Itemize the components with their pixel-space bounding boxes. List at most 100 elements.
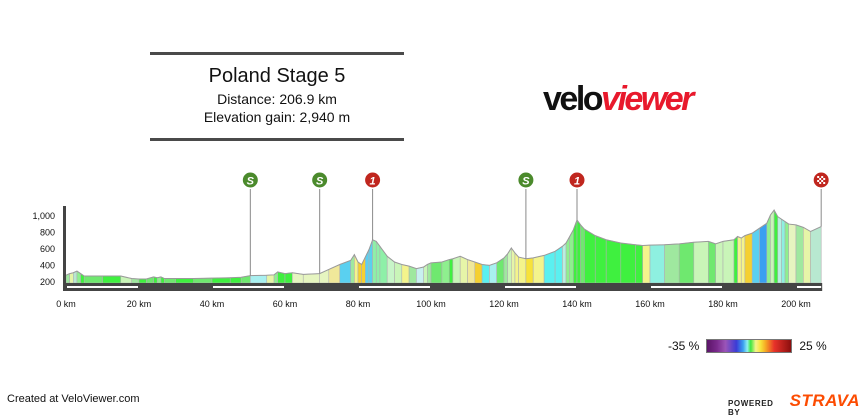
profile-segment — [394, 261, 403, 284]
profile-segment — [481, 264, 490, 284]
profile-segment — [467, 259, 476, 284]
marker-label: 1 — [370, 176, 376, 188]
kom-marker-icon[interactable] — [568, 171, 586, 189]
powered-by-label: POWERED BY — [728, 399, 774, 417]
profile-segment — [532, 255, 545, 284]
profile-segment — [250, 274, 268, 284]
profile-segment — [788, 223, 797, 284]
profile-segment — [583, 228, 596, 284]
profile-segment — [525, 257, 534, 284]
x-tick-label: 120 km — [489, 299, 519, 309]
x-tick-label: 200 km — [781, 299, 811, 309]
x-tick-label: 20 km — [127, 299, 152, 309]
profile-segment — [514, 252, 519, 284]
stage-elevation-gain: Elevation gain: 2,940 m — [203, 109, 351, 125]
x-tick-label: 160 km — [635, 299, 665, 309]
profile-segment — [423, 263, 428, 284]
profile-segment — [368, 239, 373, 284]
profile-segment — [164, 278, 176, 284]
kom-marker-icon[interactable] — [364, 171, 382, 189]
profile-segment — [386, 255, 395, 284]
profile-segment — [744, 232, 753, 284]
checkered-square — [821, 180, 824, 182]
title-top-rule — [150, 52, 404, 55]
profile-segment — [489, 262, 498, 284]
profile-segment — [401, 264, 410, 284]
x-axis-dash — [359, 286, 430, 288]
checkered-square — [817, 180, 820, 182]
profile-segment — [474, 261, 483, 284]
x-tick-label: 140 km — [562, 299, 592, 309]
profile-segment — [510, 247, 516, 284]
profile-segment — [427, 262, 432, 284]
y-tick-label: 200 — [40, 277, 55, 287]
y-tick-label: 800 — [40, 228, 55, 238]
profile-segment — [605, 239, 622, 284]
profile-segment — [302, 273, 320, 284]
profile-segment — [565, 236, 571, 284]
profile-segment — [733, 235, 738, 284]
sprint-marker-icon[interactable] — [311, 171, 329, 189]
x-axis-bar — [63, 283, 823, 291]
marker-label: 1 — [574, 176, 580, 188]
profile-segment — [576, 219, 581, 284]
x-tick-label: 80 km — [346, 299, 371, 309]
profile-segment — [580, 224, 585, 284]
profile-segment — [751, 227, 760, 284]
profile-segment — [759, 222, 768, 284]
profile-segment — [375, 240, 381, 284]
profile-segment — [693, 241, 709, 284]
profile-segment — [543, 250, 556, 284]
sprint-marker-icon[interactable] — [241, 171, 259, 189]
y-axis — [63, 206, 66, 291]
powered-by-strava[interactable]: POWERED BY STRAVA — [728, 391, 860, 417]
profile-segment — [102, 275, 122, 284]
profile-segment — [518, 256, 527, 284]
y-tick-label: 1,000 — [32, 211, 55, 221]
profile-segment — [773, 209, 779, 284]
x-axis-dash — [213, 286, 284, 288]
checkered-square — [817, 176, 820, 178]
profile-segment — [715, 240, 724, 284]
strava-logo: STRAVA — [789, 391, 860, 410]
x-tick-label: 60 km — [273, 299, 298, 309]
profile-segment — [781, 218, 786, 284]
profile-segment — [83, 275, 103, 284]
logo-viewer: viewer — [601, 80, 694, 118]
profile-segment — [770, 209, 775, 284]
sprint-marker-icon[interactable] — [517, 171, 535, 189]
checkered-square — [819, 182, 822, 184]
profile-segment — [448, 258, 454, 284]
profile-segment — [766, 214, 771, 284]
profile-segment — [708, 240, 717, 284]
y-tick-label: 600 — [40, 244, 55, 254]
checkered-square — [819, 178, 822, 180]
stage-distance: Distance: 206.9 km — [217, 91, 337, 107]
profile-segment — [810, 226, 822, 284]
profile-segment — [441, 259, 450, 284]
x-axis-dash — [651, 286, 722, 288]
profile-segment — [642, 244, 651, 284]
created-at-link[interactable]: Created at VeloViewer.com — [7, 393, 140, 405]
profile-segment — [372, 239, 377, 284]
profile-segment — [802, 226, 811, 284]
x-axis-dash — [67, 286, 138, 288]
profile-segment — [740, 235, 746, 284]
profile-segment — [569, 229, 574, 284]
x-tick-label: 40 km — [200, 299, 225, 309]
elevation-profile-chart: 200 400 600 800 1,000 0 km 20 km 40 km 60 km 80 k… — [32, 171, 830, 309]
profile-segment — [795, 224, 804, 284]
x-tick-label: 180 km — [708, 299, 738, 309]
gradient-legend: -35 % 25 % — [668, 339, 827, 353]
profile-segment — [594, 235, 607, 284]
x-axis-dash — [505, 286, 576, 288]
profile-segment — [554, 245, 563, 284]
profile-segment — [678, 241, 695, 284]
gradient-color-scale — [706, 339, 793, 353]
profile-segment — [430, 261, 443, 284]
stage-title: Poland Stage 5 — [208, 65, 346, 87]
x-tick-label: 100 km — [416, 299, 446, 309]
y-tick-label: 400 — [40, 261, 55, 271]
profile-segment — [69, 272, 74, 284]
profile-segment — [784, 221, 790, 284]
